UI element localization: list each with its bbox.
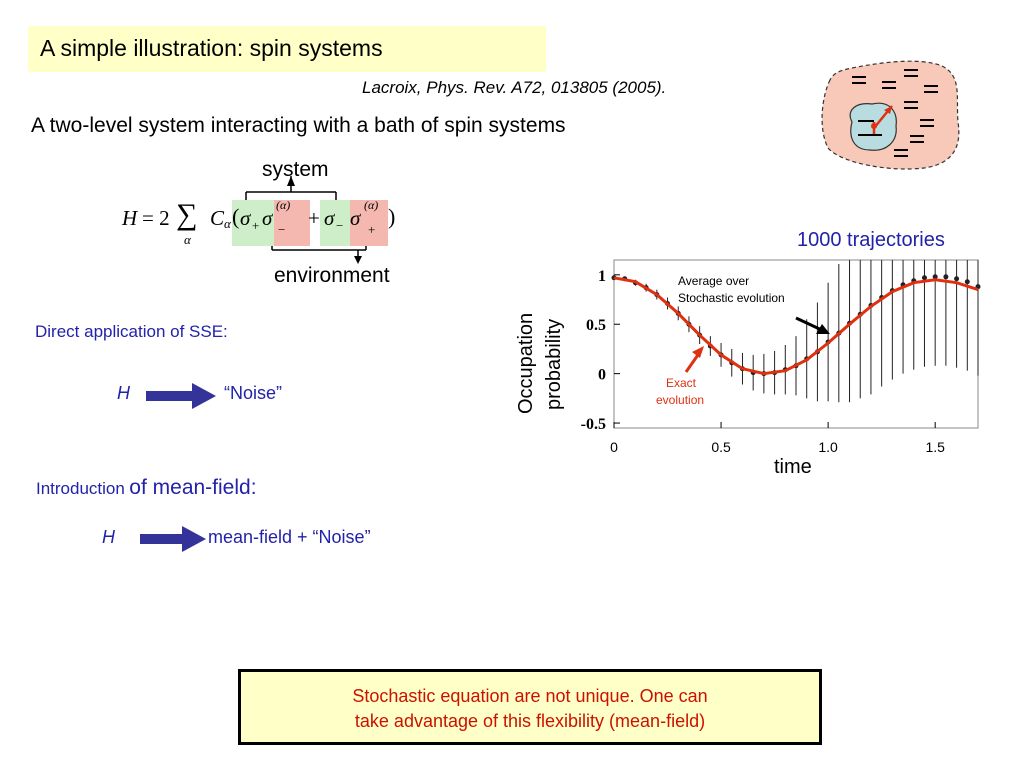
- note-line-2: take advantage of this flexibility (mean…: [354, 711, 706, 731]
- avg-annotation-line2: Stochastic evolution: [678, 291, 785, 305]
- intro-small-text: Introduction: [36, 479, 125, 498]
- map2-hamiltonian: H: [102, 527, 115, 547]
- exact-annotation-line2: evolution: [656, 393, 704, 407]
- highlight-red-1: [274, 200, 310, 246]
- highlight-green-2: [320, 200, 350, 246]
- slide-subtitle: A two-level system interacting with a ba…: [31, 114, 566, 137]
- avg-annotation-arrowhead: [816, 324, 830, 334]
- chart-y-axis-label: Occupation probability: [515, 313, 565, 414]
- svg-text:probability: probability: [543, 319, 565, 410]
- reference-citation: Lacroix, Phys. Rev. A72, 013805 (2005).: [362, 78, 667, 97]
- avg-point: [932, 274, 938, 280]
- note-text: Stochastic equation are not unique. One …: [238, 684, 822, 734]
- y-tick-label: 0.5: [586, 317, 606, 334]
- x-tick-label: 0: [610, 439, 618, 455]
- right-arrow-icon: [140, 526, 206, 552]
- right-arrow-icon: [146, 383, 216, 409]
- y-tick-label: -0.5: [581, 416, 606, 433]
- highlight-red-2: [350, 200, 388, 246]
- chart-x-axis-label: time: [774, 456, 812, 478]
- map2-result: mean-field + “Noise”: [208, 527, 371, 547]
- svg-text:Occupation: Occupation: [515, 313, 537, 414]
- spin-bath-illustration: [821, 60, 960, 170]
- chart-ticks: 10.50-0.50 0.5 1.0 1.5: [581, 268, 945, 455]
- trajectories-label: 1000 trajectories: [797, 229, 945, 251]
- intro-large-text: of mean-field:: [129, 476, 257, 499]
- avg-annotation-line1: Average over: [678, 274, 749, 288]
- x-tick-label: 1.0: [818, 439, 838, 455]
- note-line-1: Stochastic equation are not unique. One …: [352, 686, 708, 706]
- avg-point: [964, 279, 970, 285]
- exact-evolution-line: [613, 276, 979, 376]
- avg-point: [921, 275, 927, 281]
- title-background: [28, 26, 546, 72]
- slide-title: A simple illustration: spin systems: [40, 35, 383, 61]
- system-label: system: [262, 158, 329, 181]
- map1-hamiltonian: H: [117, 383, 130, 403]
- environment-label: environment: [274, 264, 390, 287]
- exact-annotation-line1: Exact: [666, 376, 697, 390]
- mean-field-intro: Introduction of mean-field:: [36, 476, 257, 500]
- occupation-chart: 10.50-0.50 0.5 1.0 1.5 time Average over St…: [581, 259, 981, 478]
- exact-annotation-arrowhead: [692, 346, 704, 358]
- x-tick-label: 1.5: [925, 439, 945, 455]
- sse-label: Direct application of SSE:: [35, 322, 228, 341]
- x-tick-label: 0.5: [711, 439, 731, 455]
- map1-result: “Noise”: [224, 383, 283, 403]
- avg-point: [943, 274, 949, 280]
- avg-point: [954, 276, 960, 282]
- note-box: [238, 669, 822, 745]
- y-tick-label: 0: [598, 367, 606, 384]
- hamiltonian-formula: H = 2 ∑ α C α ( σ + σ (α) − + σ − σ (α) …: [122, 198, 396, 247]
- y-tick-label: 1: [598, 268, 606, 285]
- highlight-green-1: [232, 200, 274, 246]
